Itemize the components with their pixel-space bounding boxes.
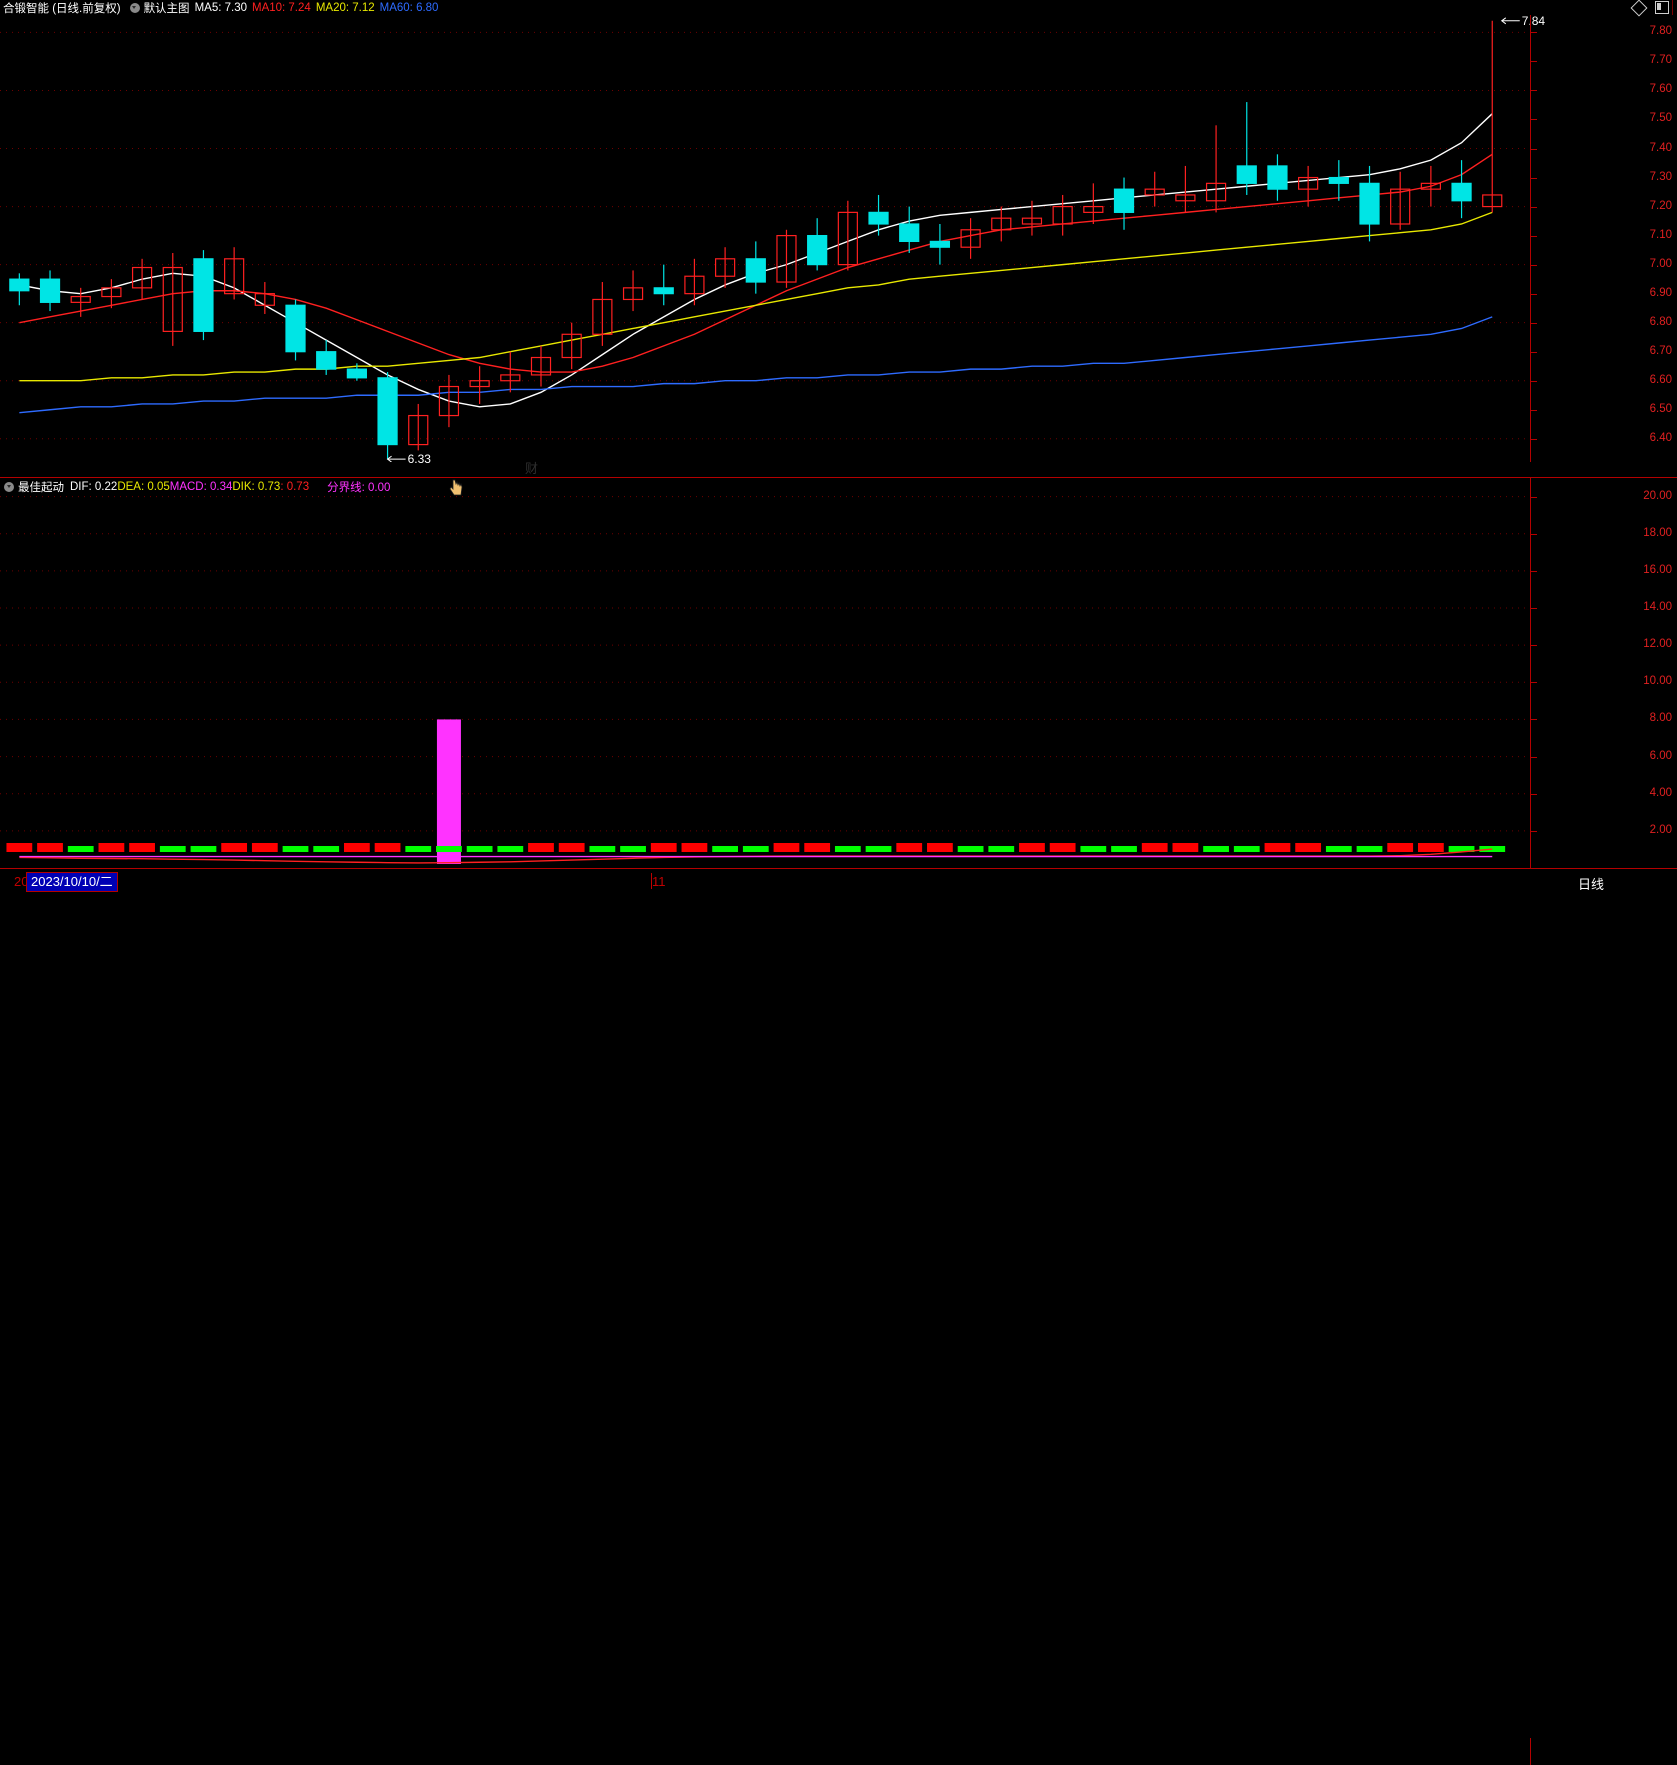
price-axis-tick	[1531, 264, 1537, 266]
indicator-axis-tick	[1531, 608, 1537, 609]
indicator-chart-canvas[interactable]	[0, 478, 1530, 868]
mouse-cursor-icon	[449, 479, 463, 496]
status-divider	[1530, 1738, 1531, 1765]
indicator-axis-label: 14.00	[1643, 601, 1672, 613]
selected-date[interactable]: 2023/10/10/二	[26, 872, 118, 892]
price-axis-tick	[1531, 206, 1537, 208]
price-axis-label: 7.50	[1649, 112, 1672, 125]
mid-date-label: 11	[652, 874, 666, 889]
status-bar: 20 2023/10/10/二 11 日线	[0, 869, 1677, 1765]
header-tools	[1630, 0, 1669, 16]
indicator-dea: DEA: 0.05	[117, 480, 170, 493]
price-axis-label: 6.80	[1649, 315, 1672, 328]
indicator-axis-tick	[1531, 533, 1537, 535]
diamond-icon[interactable]	[1630, 0, 1648, 16]
price-axis-tick	[1531, 438, 1537, 440]
price-chart-canvas[interactable]	[0, 15, 1530, 462]
indicator-axis-label: 10.00	[1643, 675, 1672, 688]
indicator-dif: DIF: 0.22	[70, 480, 118, 493]
indicator-dik-secondary: : 0.73	[280, 480, 310, 493]
price-axis-label: 7.30	[1649, 170, 1672, 183]
ma10-value: MA10: 7.24	[251, 1, 311, 14]
indicator-axis-tick	[1531, 682, 1537, 684]
indicator-axis-label: 8.00	[1649, 712, 1672, 725]
indicator-axis[interactable]: 20.00 18.00 16.00 14.00 12.00 10.00 8.00 6.00 4.…	[1530, 478, 1677, 868]
date-background-text: 20	[14, 874, 29, 889]
low-price-annotation: 6.33	[408, 452, 431, 466]
indicator-axis-label: 16.00	[1643, 563, 1672, 576]
price-axis-tick	[1531, 61, 1537, 63]
indicator-axis-label: 12.00	[1643, 638, 1672, 651]
indicator-chart-pane[interactable]	[0, 478, 1530, 868]
price-axis-label: 7.10	[1649, 228, 1672, 241]
price-axis-label: 7.70	[1649, 54, 1672, 67]
price-axis-label: 7.80	[1649, 25, 1672, 38]
price-axis-label: 6.90	[1649, 286, 1672, 299]
indicator-axis-label: 20.00	[1643, 489, 1672, 502]
watermark: 财	[525, 462, 539, 477]
price-axis-label: 7.00	[1649, 257, 1672, 270]
price-axis[interactable]: 7.80 7.70 7.60 7.50 7.40 7.30 7.20 7.10 7.00 6.90…	[1530, 15, 1677, 462]
price-axis-tick	[1531, 380, 1537, 382]
price-axis-label: 7.40	[1649, 141, 1672, 154]
indicator-axis-label: 18.00	[1643, 526, 1672, 539]
indicator-header-bar: 最佳起动 DIF: 0.22 DEA: 0.05 MACD: 0.34 DIK:…	[0, 478, 1530, 495]
indicator-axis-tick	[1531, 830, 1537, 832]
indicator-axis-tick	[1531, 719, 1537, 721]
indicator-axis-tick	[1531, 570, 1537, 572]
ma60-value: MA60: 6.80	[379, 1, 439, 14]
price-axis-tick	[1531, 409, 1537, 411]
chart-header-bar: 合锻智能 (日线.前复权) 默认主图 MA5: 7.30 MA10: 7.24 …	[0, 0, 1677, 16]
price-axis-tick	[1531, 322, 1537, 324]
price-axis-label: 6.60	[1649, 373, 1672, 386]
indicator-axis-tick	[1531, 793, 1537, 795]
price-axis-label: 6.50	[1649, 402, 1672, 415]
header-divider	[1672, 0, 1673, 15]
chevron-down-icon[interactable]	[129, 2, 140, 13]
indicator-axis-tick	[1531, 496, 1537, 498]
indicator-name[interactable]: 最佳起动	[18, 481, 64, 494]
high-price-text: 7.84	[1521, 13, 1546, 28]
price-axis-label: 7.20	[1649, 199, 1672, 212]
panel-split-icon[interactable]	[1655, 1, 1669, 14]
price-axis-tick	[1531, 293, 1537, 295]
ma20-value: MA20: 7.12	[315, 1, 375, 14]
price-chart-pane[interactable]: 财 7.84 6.33	[0, 14, 1545, 477]
pane-divider	[0, 477, 1677, 478]
high-price-annotation: 7.84	[1522, 14, 1545, 28]
price-axis-tick	[1531, 90, 1537, 92]
stock-title: 合锻智能 (日线.前复权)	[3, 2, 121, 15]
price-axis-tick	[1531, 351, 1537, 353]
indicator-axis-label: 4.00	[1649, 786, 1672, 799]
indicator-axis-tick	[1531, 645, 1537, 647]
price-axis-label: 6.40	[1649, 431, 1672, 444]
indicator-chevron-down-icon[interactable]	[4, 481, 14, 492]
indicator-axis-label: 6.00	[1649, 749, 1672, 762]
price-axis-label: 7.60	[1649, 83, 1672, 96]
price-axis-label: 6.70	[1649, 344, 1672, 357]
price-axis-tick	[1531, 32, 1537, 34]
price-axis-tick	[1531, 119, 1537, 121]
price-axis-tick	[1531, 177, 1537, 179]
ma5-value: MA5: 7.30	[194, 1, 247, 14]
indicator-axis-label: 2.00	[1649, 823, 1672, 836]
mid-tick	[651, 873, 652, 889]
price-axis-tick	[1531, 235, 1537, 237]
indicator-macd: MACD: 0.34	[169, 480, 233, 493]
price-axis-tick	[1531, 148, 1537, 150]
low-price-text: 6.33	[407, 452, 431, 467]
bottom-divider	[0, 868, 1677, 869]
main-chart-label[interactable]: 默认主图	[143, 2, 190, 15]
indicator-axis-tick	[1531, 756, 1537, 758]
indicator-boundary: 分界线: 0.00	[327, 481, 391, 494]
indicator-dik: DIK: 0.73	[232, 480, 281, 493]
period-label[interactable]: 日线	[1578, 877, 1605, 892]
